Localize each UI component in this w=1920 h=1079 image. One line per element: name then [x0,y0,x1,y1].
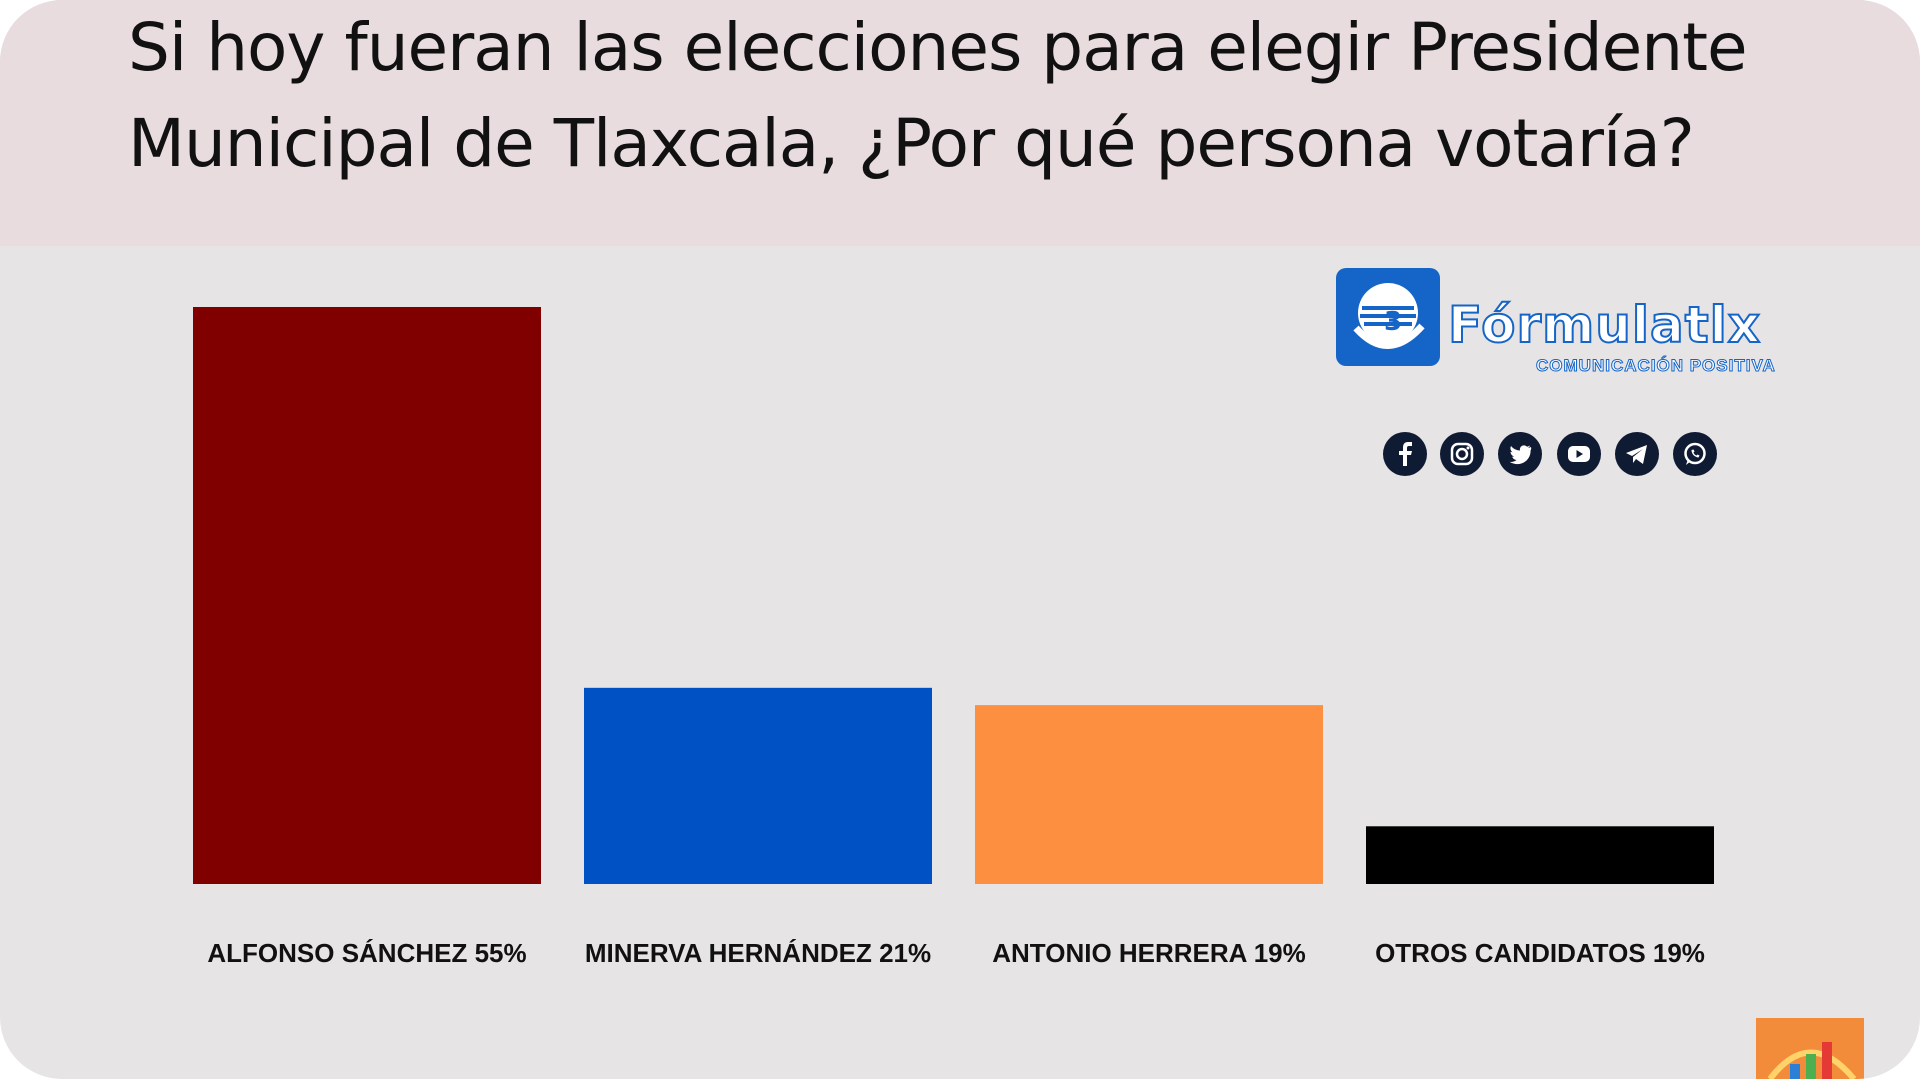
bar-1 [193,307,541,884]
bar-label-4: OTROS CANDIDATOS 19% [1375,938,1705,968]
instagram-icon[interactable] [1440,432,1484,476]
bar-4 [1366,826,1714,884]
bar-label-1: ALFONSO SÁNCHEZ 55% [207,938,526,968]
brand-name: Fórmulatlx [1447,295,1762,355]
title-banner: Si hoy fueran las elecciones para elegir… [0,0,1920,246]
twitter-icon[interactable] [1498,432,1542,476]
youtube-icon[interactable] [1557,432,1601,476]
brand-tagline: COMUNICACIÓN POSITIVA [1536,356,1776,376]
chart-title: Si hoy fueran las elecciones para elegir… [128,9,1748,182]
globe-logo-icon: 3 [1336,268,1440,366]
facebook-icon[interactable] [1383,432,1427,476]
bar-2 [584,687,932,884]
telegram-icon[interactable] [1615,432,1659,476]
whatsapp-icon[interactable] [1673,432,1717,476]
brand-logo: 3 Fórmulatlx COMUNICACIÓN POSITIVA [1336,266,1806,376]
bar-label-2: MINERVA HERNÁNDEZ 21% [585,938,931,968]
bar-label-3: ANTONIO HERRERA 19% [992,938,1306,968]
chart-badge-icon [1756,1018,1864,1079]
bar-3 [975,705,1323,884]
svg-text:3: 3 [1384,307,1402,337]
